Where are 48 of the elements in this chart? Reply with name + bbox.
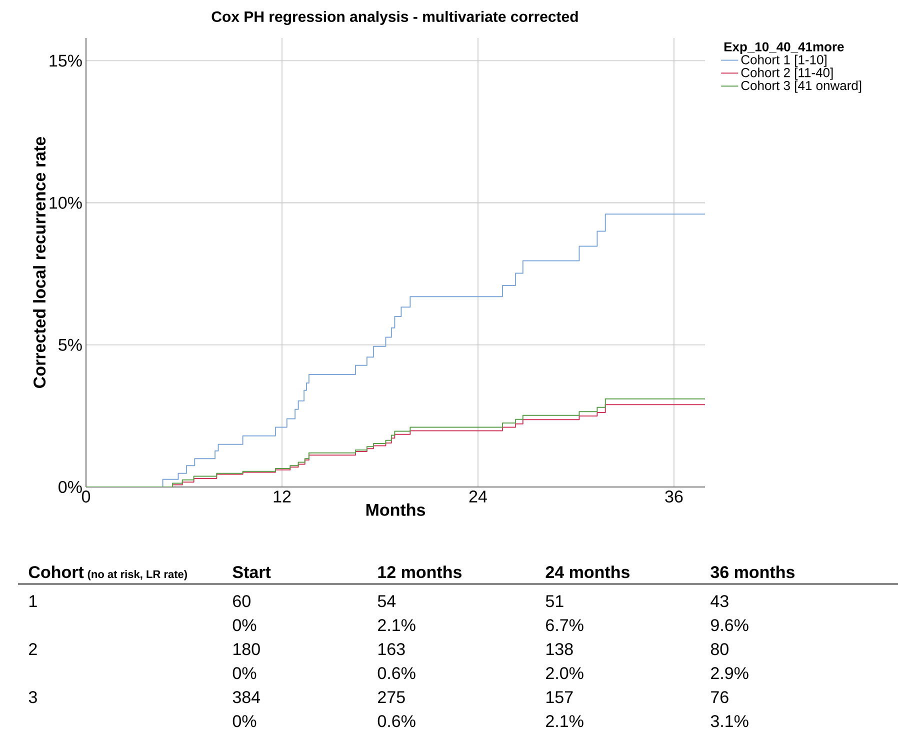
- y-tick-label: 10%: [50, 196, 82, 209]
- text: 80: [710, 643, 728, 656]
- text: 12 months: [378, 566, 462, 578]
- text: 60: [233, 595, 250, 608]
- text: 2.1%: [546, 715, 584, 728]
- text: 2.0%: [546, 667, 584, 680]
- chart-title: Cox PH regression analysis - multivariate corrected: [212, 10, 578, 26]
- text: 54: [378, 595, 396, 608]
- text: 0.6%: [378, 667, 416, 680]
- text: 0%: [232, 715, 256, 728]
- text: 0.6%: [378, 715, 416, 728]
- text: 2.9%: [711, 667, 748, 680]
- text: 157: [546, 691, 573, 704]
- text: 43: [710, 595, 728, 608]
- text: 0%: [232, 619, 256, 632]
- text: (no at risk, LR rate): [88, 570, 187, 580]
- x-tick-label: 36: [665, 490, 683, 503]
- y-tick-label: 5%: [58, 338, 82, 351]
- y-axis-title: Corrected local recurrence rate: [33, 136, 46, 388]
- legend-label: Cohort 3 [41 onward]: [741, 80, 862, 93]
- legend-label: Cohort 1 [1-10]: [741, 54, 826, 67]
- text: 24 months: [546, 566, 630, 578]
- y-tick-label: 15%: [50, 54, 82, 67]
- text: 2: [29, 643, 37, 655]
- x-tick-label: 24: [469, 490, 487, 502]
- legend-title: Exp_10_40_41more: [724, 42, 844, 54]
- x-tick-label: 12: [274, 490, 291, 502]
- text: 384: [232, 691, 260, 704]
- x-axis-title: Months: [366, 503, 426, 516]
- text: 275: [378, 691, 405, 704]
- text: 0%: [232, 667, 256, 680]
- y-tick-label: 0%: [58, 480, 82, 494]
- text: Start: [232, 566, 271, 578]
- text: 36 months: [710, 566, 794, 578]
- text: 2.1%: [378, 619, 416, 632]
- text: 163: [378, 643, 405, 656]
- text: 76: [711, 691, 728, 704]
- text: 51: [546, 595, 564, 608]
- text: 9.6%: [711, 619, 748, 632]
- x-tick-label: 0: [82, 490, 90, 503]
- text: 6.7%: [546, 619, 584, 632]
- text: Cohort: [28, 566, 84, 578]
- text: 3.1%: [710, 715, 748, 728]
- text: 3: [28, 691, 37, 704]
- text: 138: [546, 643, 573, 656]
- legend-label: Cohort 2 [11-40]: [741, 68, 833, 80]
- text: 1: [30, 595, 37, 607]
- text: 180: [234, 643, 260, 656]
